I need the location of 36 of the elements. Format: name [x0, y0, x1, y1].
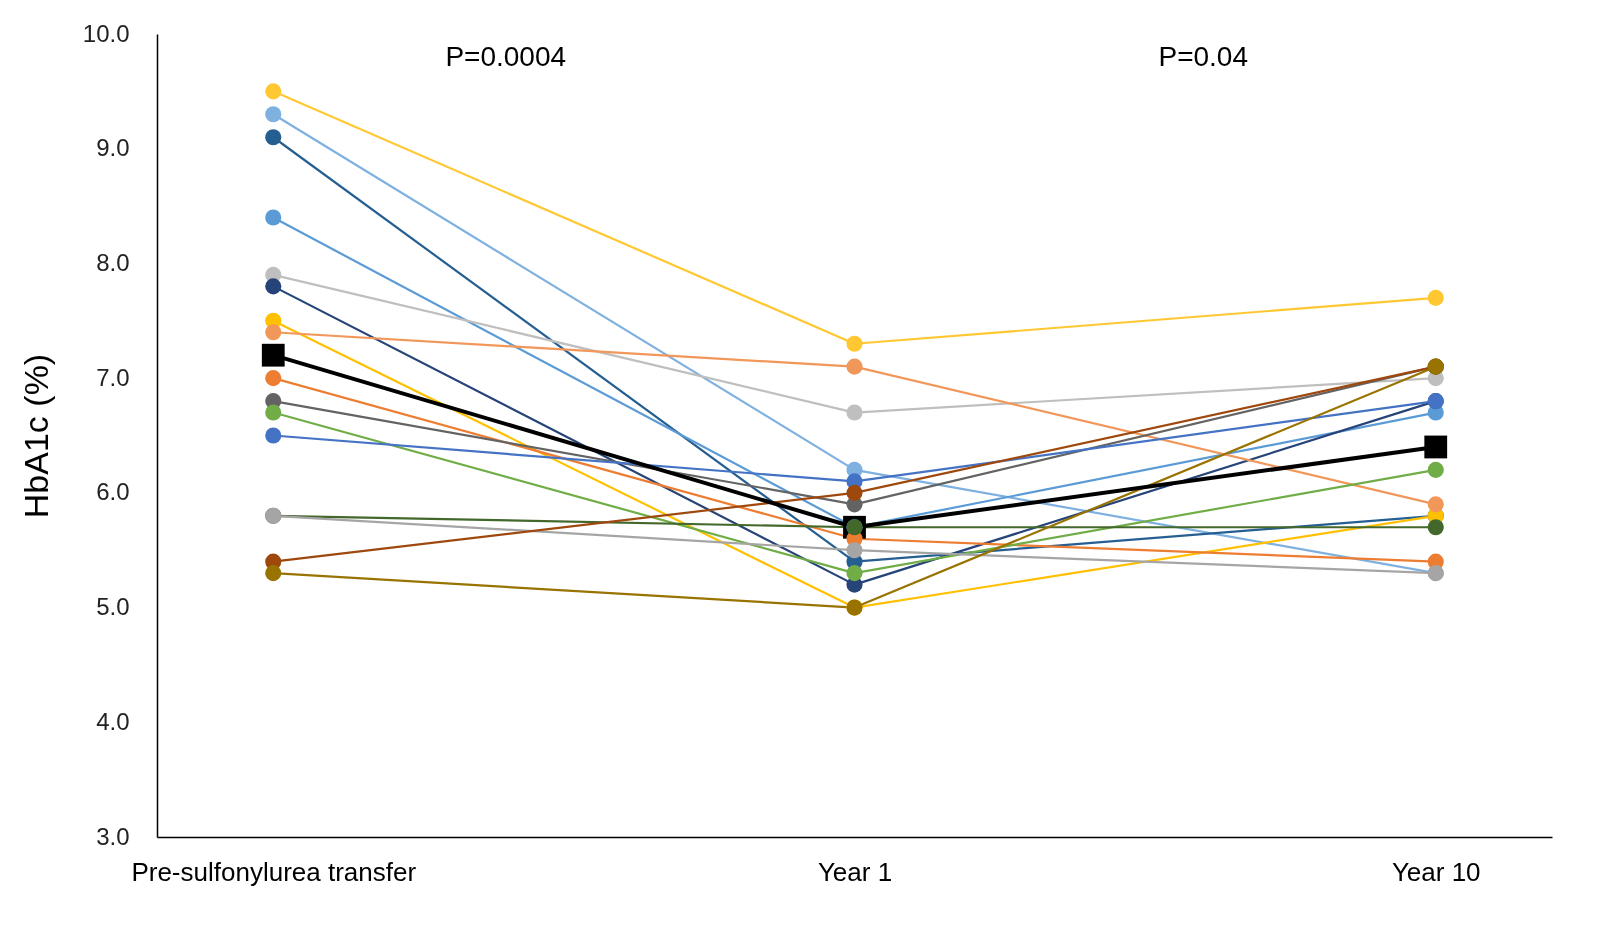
x-tick-label: Pre-sulfonylurea transfer — [131, 856, 417, 887]
y-tick-label: 5.0 — [96, 593, 130, 621]
point — [265, 324, 282, 341]
point — [265, 370, 282, 387]
point — [846, 335, 863, 352]
point — [265, 209, 282, 226]
point — [265, 129, 282, 146]
y-tick-label: 10.0 — [82, 19, 130, 47]
point — [1427, 519, 1444, 536]
point — [265, 83, 282, 100]
y-tick-label: 3.0 — [96, 822, 130, 850]
y-tick-label: 6.0 — [96, 478, 130, 506]
y-tick-label: 7.0 — [96, 363, 130, 391]
y-axis-title: HbA1c (%) — [16, 353, 55, 519]
point — [265, 427, 282, 444]
x-tick-label: Year 1 — [817, 856, 893, 887]
point — [846, 565, 863, 582]
x-tick-label: Year 10 — [1391, 856, 1481, 887]
point — [1427, 461, 1444, 478]
annotation: P=0.04 — [1158, 41, 1249, 72]
y-tick-label: 4.0 — [96, 707, 130, 735]
point — [265, 278, 282, 295]
point — [846, 358, 863, 375]
point — [846, 484, 863, 501]
annotation: P=0.0004 — [445, 41, 567, 72]
point — [261, 343, 285, 367]
point — [1424, 435, 1448, 459]
point — [846, 542, 863, 559]
point — [265, 106, 282, 123]
point — [265, 404, 282, 421]
point — [1427, 289, 1444, 306]
point — [265, 565, 282, 582]
y-tick-label: 9.0 — [96, 134, 130, 162]
point — [846, 404, 863, 421]
y-tick-label: 8.0 — [96, 248, 130, 276]
point — [1427, 496, 1444, 513]
